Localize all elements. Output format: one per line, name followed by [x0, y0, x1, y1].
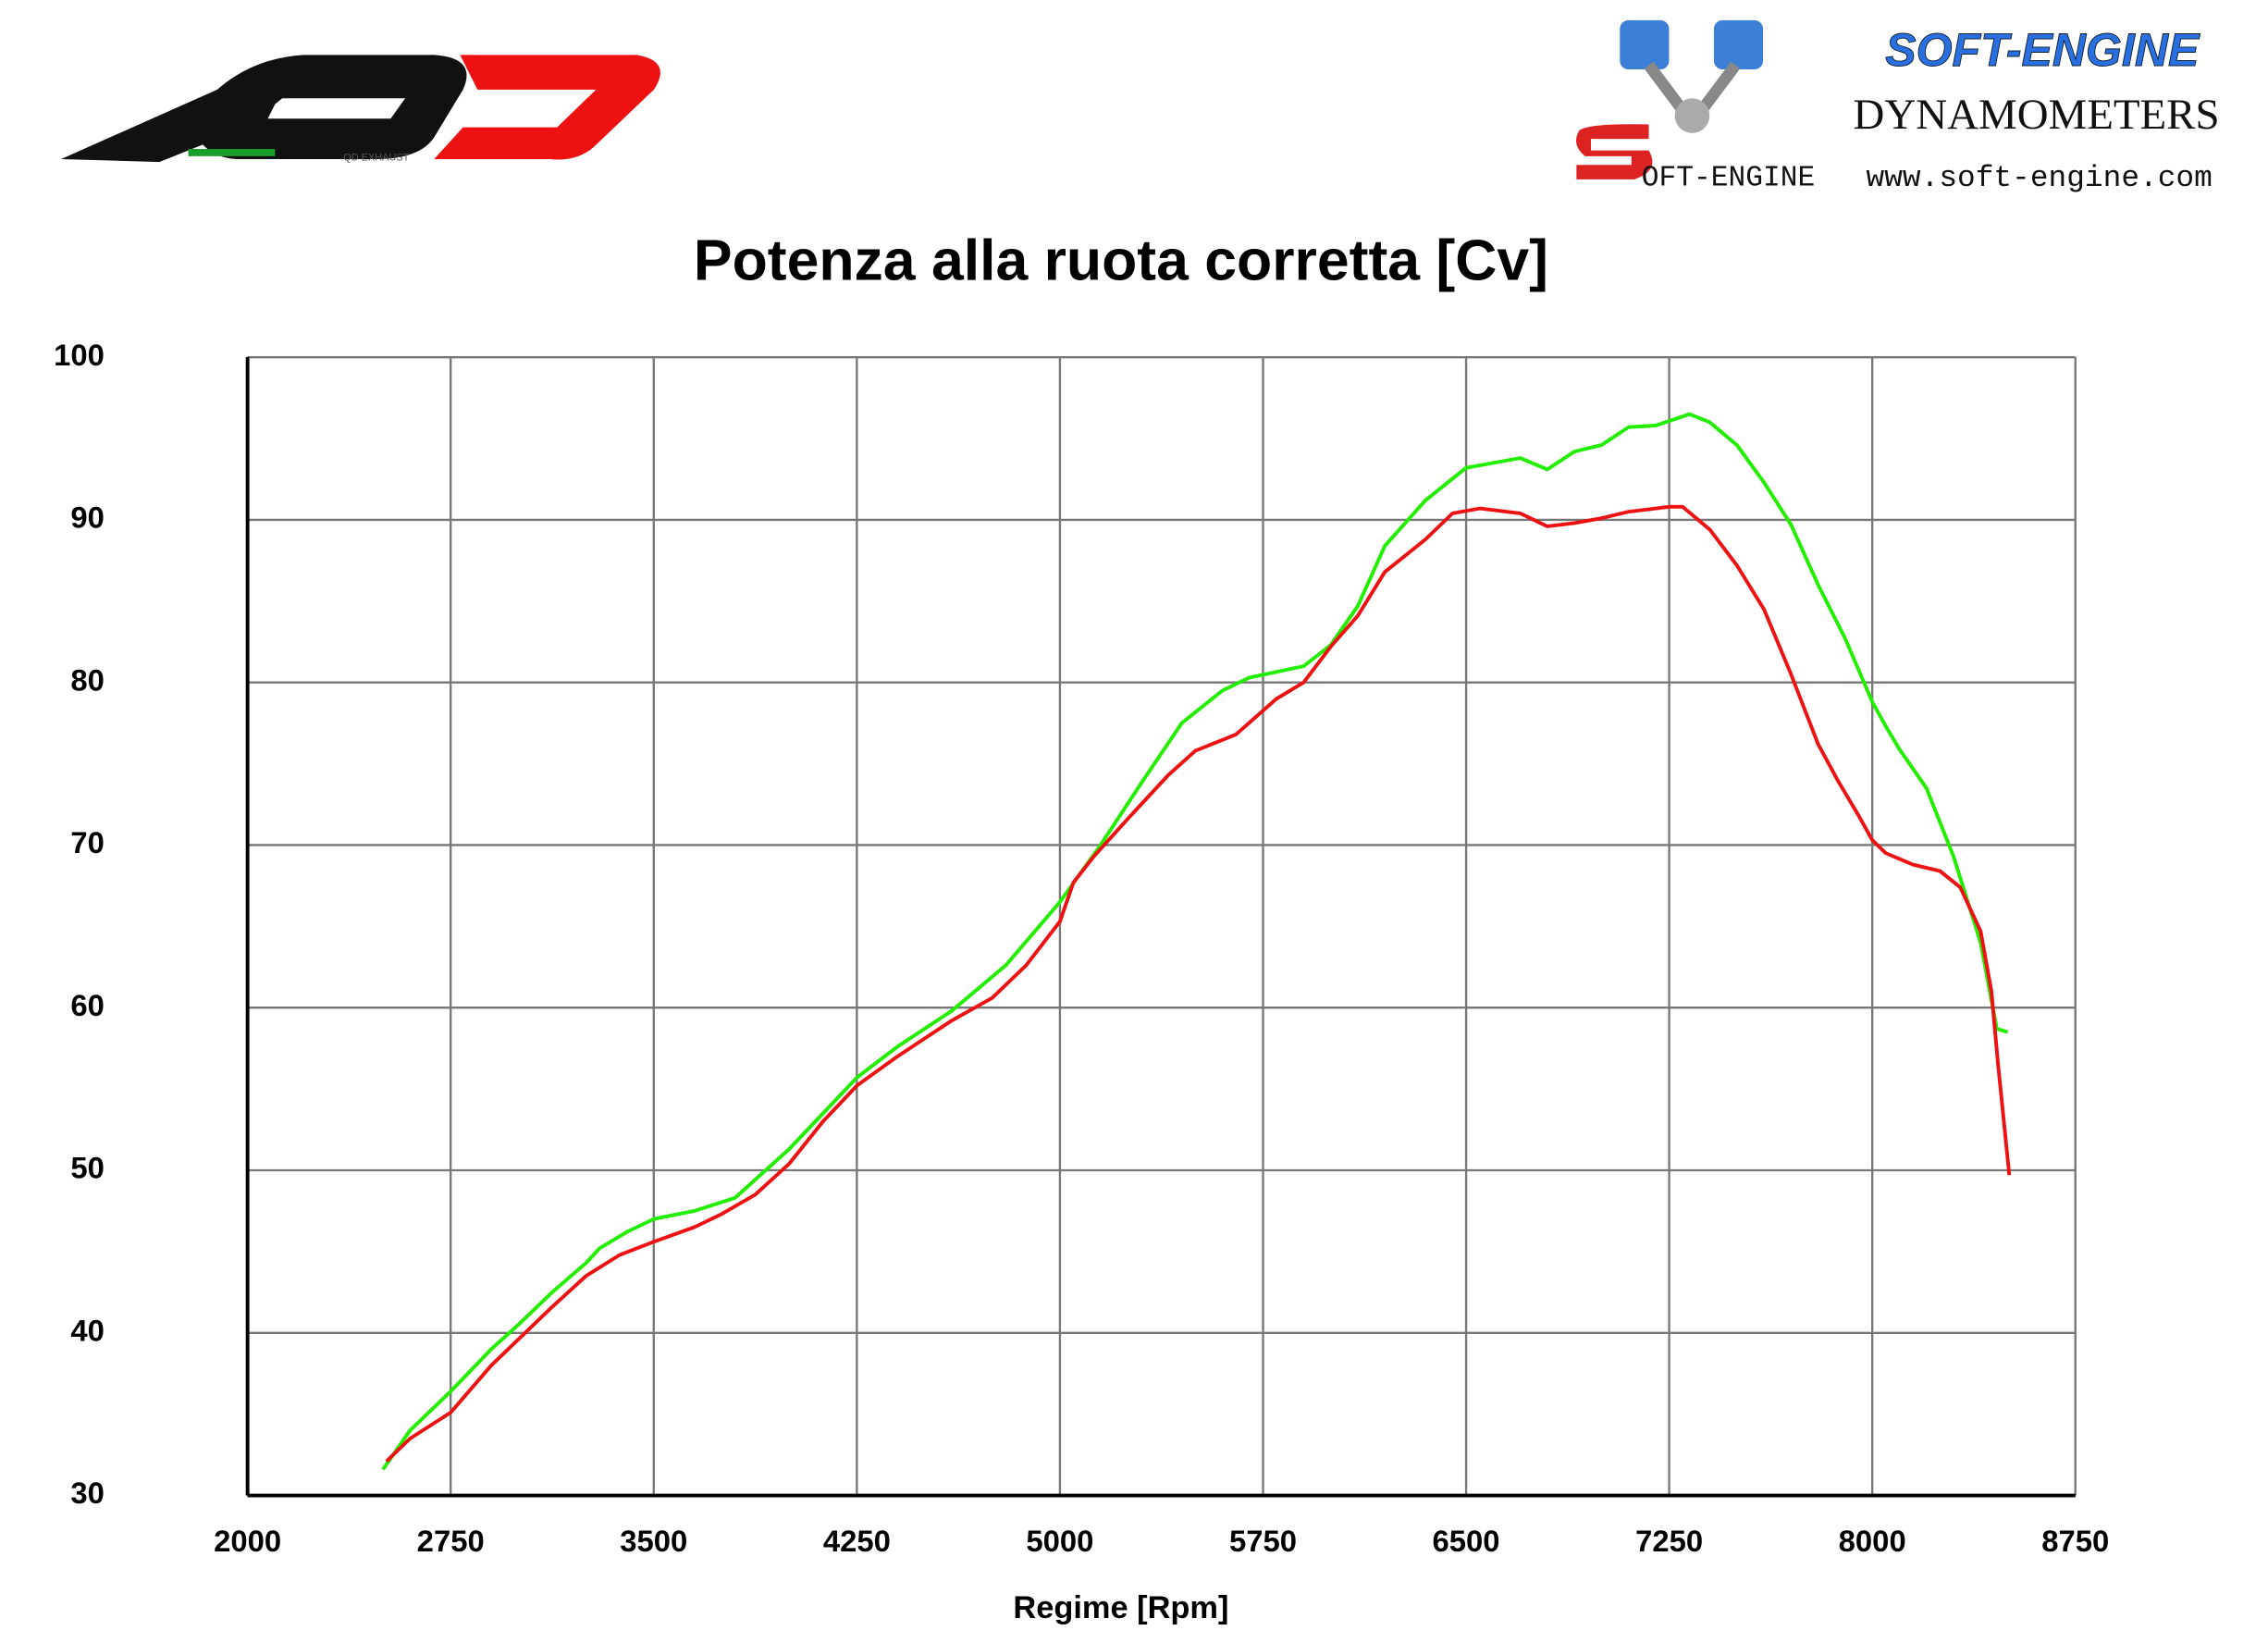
- y-tick-label: 90: [70, 500, 105, 535]
- qd-logo: QD EXHAUST: [60, 55, 660, 163]
- data-line: [385, 504, 2012, 1464]
- subtitle-right: DYNAMOMETERS: [1854, 91, 2220, 139]
- y-tick-label: 100: [54, 338, 105, 372]
- emblem-text: OFT-ENGINE: [1642, 163, 1816, 195]
- x-tick-label: 3500: [620, 1524, 687, 1558]
- y-tick-label: 40: [70, 1313, 105, 1347]
- data-line: [381, 412, 2009, 1471]
- x-tick-label: 2000: [214, 1524, 281, 1558]
- x-tick-label: 7250: [1635, 1524, 1703, 1558]
- x-tick-label: 4250: [823, 1524, 891, 1558]
- y-tick-label: 50: [70, 1151, 105, 1185]
- brand-left: QD EXHAUST: [343, 152, 409, 163]
- x-tick-label: 5750: [1229, 1524, 1297, 1558]
- x-tick-label: 2750: [417, 1524, 485, 1558]
- website: www.soft-engine.com: [1867, 161, 2213, 195]
- x-tick-label: 8750: [2041, 1524, 2109, 1558]
- x-tick-label: 5000: [1026, 1524, 1093, 1558]
- x-tick-label: 8000: [1839, 1524, 1906, 1558]
- x-tick-label: 6500: [1433, 1524, 1500, 1558]
- y-tick-label: 70: [70, 825, 105, 859]
- soft-engine-logo: OFT-ENGINE SOFT-ENGINE DYNAMOMETERS www.…: [1576, 19, 2220, 195]
- y-tick-label: 80: [70, 662, 105, 697]
- chart-title: Potenza alla ruota corretta [Cv]: [694, 229, 1548, 293]
- x-axis-label: Regime [Rpm]: [1013, 1590, 1228, 1625]
- brand-right: SOFT-ENGINE: [1885, 24, 2200, 76]
- y-tick-label: 60: [70, 988, 105, 1022]
- y-tick-label: 30: [70, 1476, 105, 1510]
